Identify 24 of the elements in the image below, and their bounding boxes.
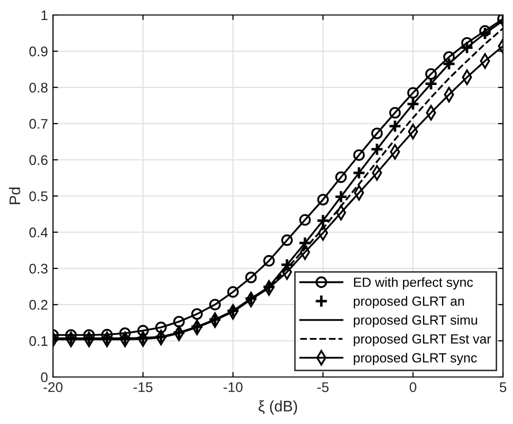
x-tick-label: -15	[134, 382, 152, 392]
y-tick-label: 0.4	[29, 228, 48, 238]
legend-label: ED with perfect sync	[354, 277, 473, 290]
x-tick-label: -5	[317, 382, 329, 392]
legend-label: proposed GLRT sync	[354, 352, 477, 366]
y-tick-label: 0.9	[29, 46, 48, 56]
y-tick-label: 0.8	[29, 82, 48, 93]
y-tick-label: 0.2	[29, 300, 48, 310]
x-tick-label: -10	[224, 382, 242, 392]
y-tick-label: 0.1	[29, 336, 48, 346]
legend-label: proposed GLRT Est var	[354, 334, 491, 346]
legend-label: proposed GLRT simu	[354, 315, 478, 328]
y-tick-label: 0.7	[29, 118, 48, 129]
y-tick-label: 0.3	[29, 264, 48, 274]
y-tick-label: 0.5	[29, 191, 48, 202]
y-tick-label: 1	[41, 10, 48, 20]
x-axis-title: ξ (dB)	[258, 400, 298, 415]
y-tick-label: 0	[40, 372, 48, 382]
x-tick-label: -20	[44, 382, 62, 392]
x-tick-label: 0	[410, 382, 416, 392]
y-tick-label: 0.6	[29, 155, 48, 165]
legend-label: proposed GLRT an	[354, 296, 464, 308]
y-axis-title: Pd	[9, 188, 20, 204]
x-tick-label: 5	[500, 382, 506, 392]
